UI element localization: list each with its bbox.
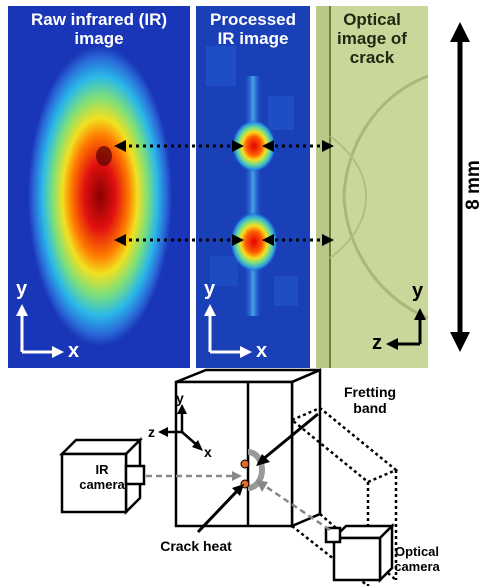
processed-ir-heatmap bbox=[196, 6, 310, 368]
optical-axis-z-label: z bbox=[372, 332, 382, 354]
schematic-axis-z-label: z bbox=[148, 424, 155, 440]
crack-heat-label: Crack heat bbox=[160, 538, 232, 554]
fretting-band-label: Fretting band bbox=[343, 384, 397, 416]
raw-ir-image-title: Raw infrared (IR) image bbox=[30, 10, 168, 48]
ir-camera-label: IR camera bbox=[79, 462, 125, 492]
processed-axis-y-label: y bbox=[204, 278, 216, 300]
optical-crack-image bbox=[316, 6, 428, 368]
raw-ir-image-panel: Raw infrared (IR) image y x bbox=[8, 6, 190, 368]
raw-axis-arrows bbox=[16, 304, 64, 358]
raw-ir-heatmap bbox=[8, 6, 190, 368]
fretting-band-arc bbox=[240, 449, 265, 491]
processed-ir-image-panel: Processed IR image y x bbox=[196, 6, 310, 368]
schematic-axis-x-label: x bbox=[204, 444, 212, 460]
processed-ir-image-title: Processed IR image bbox=[210, 10, 296, 48]
optical-crack-image-panel: Optical image of crack y z bbox=[316, 6, 428, 368]
fretting-band-pointer bbox=[261, 412, 319, 462]
optical-camera-label: Optical camera bbox=[394, 544, 440, 574]
scale-bar-8mm bbox=[450, 22, 470, 352]
processed-axis-arrows bbox=[204, 304, 252, 358]
raw-axis-y-label: y bbox=[16, 278, 28, 300]
optical-image-title: Optical image of crack bbox=[337, 10, 407, 67]
schematic-axis-y-label: y bbox=[176, 390, 184, 406]
optical-axis-y-label: y bbox=[412, 280, 424, 302]
ir-camera bbox=[58, 436, 146, 516]
specimen-block bbox=[174, 368, 322, 528]
schematic-axes bbox=[158, 404, 203, 451]
optical-axis-arrows bbox=[386, 308, 426, 350]
scale-bar-label: 8 mm bbox=[463, 160, 484, 210]
raw-axis-x-label: x bbox=[68, 340, 80, 362]
processed-axis-x-label: x bbox=[256, 340, 268, 362]
optical-sight-line bbox=[261, 482, 331, 532]
crack-heat-pointer bbox=[196, 488, 240, 534]
optical-camera bbox=[324, 522, 396, 584]
